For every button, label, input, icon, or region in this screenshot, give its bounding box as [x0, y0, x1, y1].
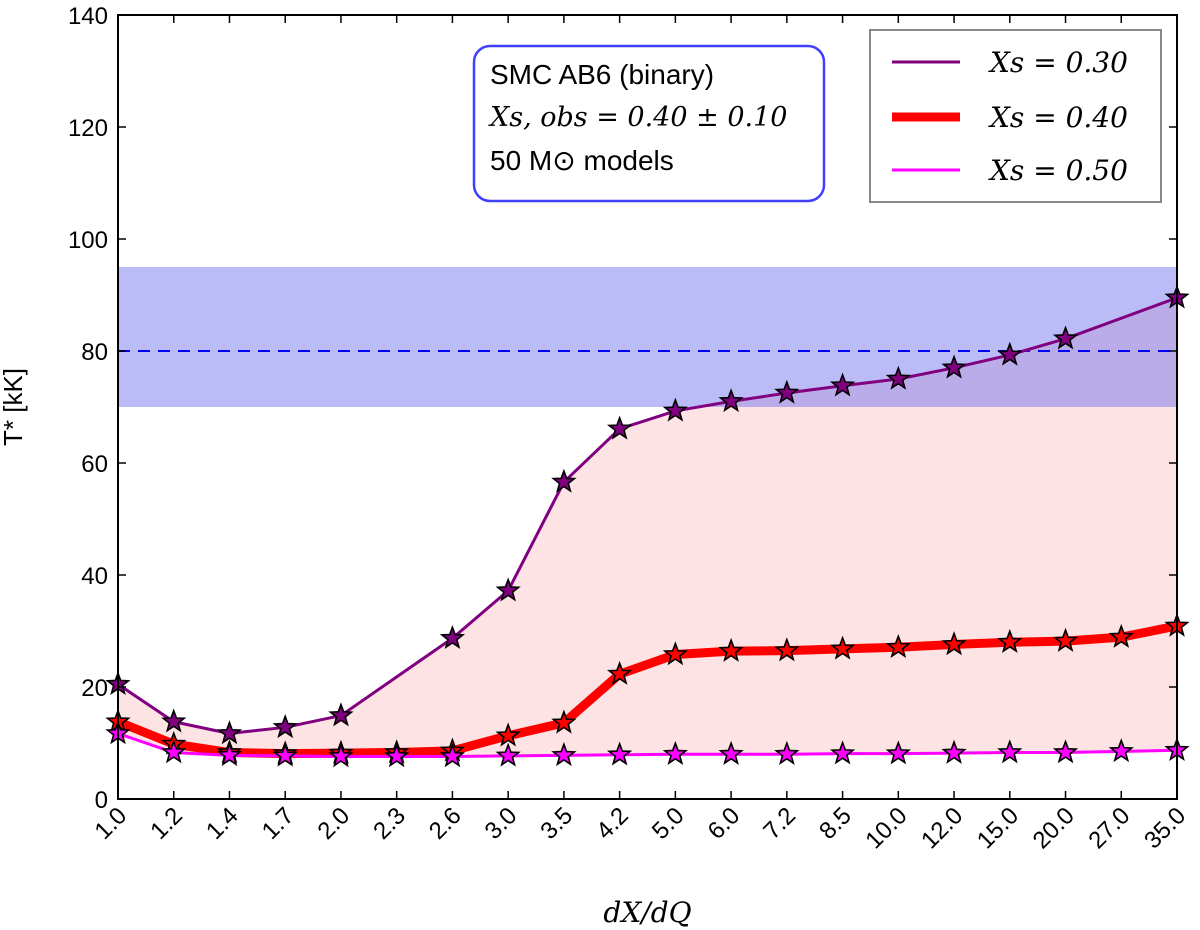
data-point-s2-8: [551, 742, 577, 767]
x-tick-label: 4.2: [591, 802, 634, 845]
annotation-line-3: 50 M⊙ models: [490, 145, 674, 176]
legend-label-0: Xs = 0.30: [988, 46, 1128, 79]
annotation-frame: [472, 44, 826, 203]
data-point-s2-6: [439, 743, 466, 768]
observed-range-band: [118, 267, 1177, 407]
plot-area: [118, 267, 1177, 759]
data-point-s0-8: [551, 468, 577, 493]
x-tick-label: 7.2: [758, 802, 801, 845]
y-tick-label: 60: [81, 451, 108, 478]
data-point-s0-1: [161, 708, 187, 733]
data-point-s2-2: [216, 742, 243, 767]
data-point-s2-14: [885, 740, 911, 765]
annotation-line-2: Xs, obs = 0.40 ± 0.10: [488, 102, 787, 133]
data-point-s0-2: [216, 720, 243, 745]
x-tick-label: 2.0: [312, 802, 355, 845]
data-point-s0-6: [439, 624, 466, 650]
data-point-s0-11: [718, 388, 744, 413]
data-point-s2-18: [1108, 738, 1134, 763]
x-tick-label: 8.5: [814, 802, 857, 845]
data-point-s2-5: [384, 743, 410, 768]
data-point-s0-7: [495, 577, 521, 602]
data-point-s0-3: [272, 714, 298, 739]
x-tick-label: 1.2: [145, 802, 188, 845]
legend: Xs = 0.30 Xs = 0.40 Xs = 0.50: [869, 29, 1162, 203]
data-point-s1-8: [551, 709, 577, 734]
markers: [105, 284, 1190, 768]
annotation-line-1: SMC AB6 (binary): [490, 59, 714, 90]
y-tick-label: 20: [81, 675, 108, 702]
data-point-s2-4: [328, 743, 354, 768]
data-point-s0-13: [829, 372, 856, 397]
data-point-s2-10: [662, 740, 689, 765]
data-point-s2-13: [829, 740, 856, 765]
data-point-s2-15: [941, 739, 967, 764]
x-tick-label: 2.6: [424, 802, 467, 845]
x-tick-label: 20.0: [1028, 802, 1080, 854]
data-point-s1-17: [1052, 627, 1079, 652]
x-tick-label: 3.5: [535, 802, 578, 845]
y-tick-label: 120: [68, 115, 108, 142]
x-tick-label: 1.4: [201, 802, 244, 845]
data-point-s1-16: [997, 628, 1023, 653]
x-axis-label: dX/dQ: [603, 896, 691, 929]
data-point-s2-12: [774, 740, 800, 765]
data-point-s2-3: [272, 742, 298, 767]
series-line-2: [118, 731, 1177, 758]
data-point-s2-7: [495, 742, 521, 767]
data-point-s2-16: [997, 739, 1023, 764]
x-tick-label: 10.0: [860, 802, 912, 854]
data-point-s1-14: [885, 633, 911, 658]
data-point-s1-13: [829, 635, 856, 660]
data-point-s1-11: [718, 637, 744, 662]
x-tick-label: 15.0: [972, 802, 1024, 854]
y-tick-label: 140: [68, 3, 108, 30]
legend-label-2: Xs = 0.50: [988, 154, 1128, 187]
data-point-s2-1: [161, 739, 187, 764]
y-axis-label: T* [kK]: [0, 368, 28, 446]
legend-label-1: Xs = 0.40: [988, 101, 1128, 134]
plot-frame: [117, 14, 1178, 800]
y-tick-label: 80: [81, 339, 108, 366]
x-tick-label: 27.0: [1083, 802, 1135, 854]
y-tick-label: 0: [95, 787, 108, 814]
fill-between-area: [118, 297, 1177, 757]
data-point-s0-4: [328, 702, 354, 727]
x-tick-label: 3.0: [480, 802, 523, 845]
data-point-s1-18: [1108, 623, 1134, 648]
data-point-s0-17: [1052, 325, 1079, 350]
x-tick-label: 35.0: [1139, 802, 1191, 854]
data-point-s0-15: [941, 354, 967, 379]
data-point-s2-17: [1052, 739, 1079, 764]
data-point-s0-12: [774, 379, 800, 404]
x-tick-label: 6.0: [703, 802, 746, 845]
x-tick-label: 1.7: [257, 802, 300, 845]
data-point-s2-11: [718, 740, 744, 765]
y-tick-label: 40: [81, 563, 108, 590]
data-point-s0-16: [997, 341, 1023, 366]
y-axis: 0 20 40 60 80 100 120 140: [68, 3, 1177, 814]
y-tick-label: 100: [68, 227, 108, 254]
data-point-s1-15: [941, 631, 967, 656]
x-tick-label: 2.3: [368, 802, 411, 845]
data-point-s1-10: [662, 641, 689, 666]
data-point-s1-12: [774, 637, 800, 662]
data-point-s1-9: [606, 660, 633, 685]
annotation-box: SMC AB6 (binary) Xs, obs = 0.40 ± 0.10 50 …: [472, 44, 826, 203]
data-point-s2-9: [606, 741, 633, 766]
data-point-s0-14: [885, 365, 911, 390]
x-tick-label: 5.0: [647, 802, 690, 845]
x-tick-label: 12.0: [916, 802, 968, 854]
data-point-s1-7: [495, 722, 521, 747]
data-point-s0-9: [606, 415, 633, 440]
data-point-s0-10: [662, 397, 689, 422]
